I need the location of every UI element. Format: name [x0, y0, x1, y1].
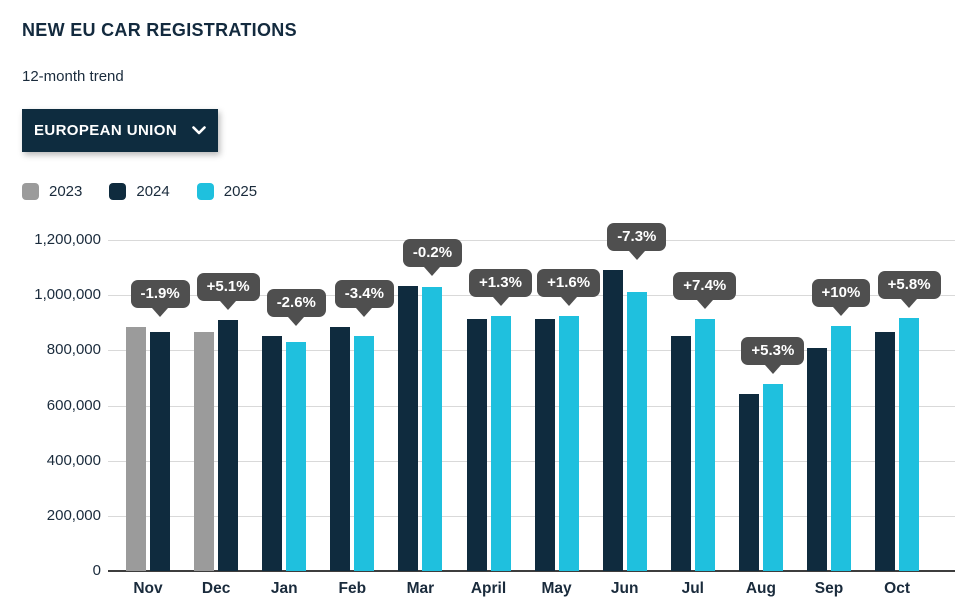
legend-label-2025: 2025: [223, 183, 258, 200]
y-gridline: [108, 515, 955, 517]
region-selector-dropdown[interactable]: EUROPEAN UNION: [22, 109, 218, 152]
y-gridline: [108, 350, 955, 352]
x-label-jun: Jun: [610, 580, 639, 597]
bar-2024-jun[interactable]: [602, 270, 623, 571]
y-tick-label: 0: [92, 562, 101, 579]
bar-2025-mar[interactable]: [422, 286, 443, 571]
tooltip-tail: [628, 251, 645, 261]
x-axis-line: [108, 570, 955, 572]
y-gridline: [108, 405, 955, 407]
tooltip-tail: [220, 300, 237, 310]
x-label-mar: Mar: [406, 580, 435, 597]
bar-2024-oct[interactable]: [875, 332, 896, 571]
x-label-feb: Feb: [338, 580, 367, 597]
y-tick-label: 800,000: [46, 341, 101, 359]
bar-2025-feb[interactable]: [354, 335, 375, 571]
y-gridline: [108, 240, 955, 241]
change-tooltip-oct: +5.8%: [877, 271, 941, 309]
bar-2025-april[interactable]: [490, 315, 511, 571]
change-tooltip-nov: -1.9%: [130, 279, 190, 317]
legend-swatch-2024: [109, 183, 127, 200]
tooltip-tail: [152, 307, 168, 317]
legend-label-2023: 2023: [49, 183, 83, 200]
tooltip-tail: [833, 306, 849, 316]
change-tooltip-sep: +10%: [811, 278, 871, 316]
y-tick-label: 1,200,000: [34, 231, 101, 248]
tooltip-tail: [288, 317, 305, 327]
x-label-aug: Aug: [745, 580, 776, 597]
bar-2024-dec[interactable]: [218, 319, 239, 571]
bar-2025-aug[interactable]: [762, 383, 783, 571]
change-tooltip-feb: -3.4%: [334, 280, 394, 318]
bar-2024-april[interactable]: [466, 318, 487, 571]
bar-2023-dec[interactable]: [194, 332, 215, 571]
page-title: NEW EU CAR REGISTRATIONS: [22, 20, 297, 40]
bar-2024-jul[interactable]: [670, 335, 691, 571]
bar-2024-aug[interactable]: [738, 393, 759, 571]
legend-label-2024: 2024: [136, 183, 170, 200]
change-tooltip-may: +1.6%: [537, 268, 601, 306]
bar-2025-sep[interactable]: [831, 325, 851, 571]
tooltip-tail: [764, 364, 781, 374]
change-tooltip-jan: -2.6%: [266, 289, 326, 327]
change-tooltip-jun: -7.3%: [607, 223, 667, 261]
change-tooltip-mar: -0.2%: [402, 239, 463, 277]
chart-legend: 2023 2024 2025: [22, 183, 257, 200]
bar-2024-sep[interactable]: [807, 348, 827, 571]
legend-swatch-2025: [196, 183, 214, 200]
bar-2024-may[interactable]: [534, 319, 555, 571]
tooltip-tail: [424, 267, 441, 277]
x-label-may: May: [541, 580, 572, 597]
x-label-dec: Dec: [201, 580, 231, 597]
x-label-jul: Jul: [681, 580, 704, 597]
change-tooltip-dec: +5.1%: [196, 272, 260, 310]
tooltip-tail: [901, 299, 918, 309]
y-tick-label: 200,000: [46, 506, 101, 524]
legend-item-2024[interactable]: 2024: [109, 183, 170, 200]
bar-2025-oct[interactable]: [899, 318, 920, 571]
change-tooltip-jul: +7.4%: [673, 271, 737, 309]
change-tooltip-april: +1.3%: [469, 268, 532, 306]
bar-2024-nov[interactable]: [150, 331, 170, 571]
tooltip-tail: [492, 296, 509, 306]
x-label-jan: Jan: [270, 580, 298, 597]
bar-2024-mar[interactable]: [398, 286, 419, 571]
bar-2023-nov[interactable]: [126, 326, 146, 571]
y-tick-label: 400,000: [46, 451, 101, 469]
region-selector-label: EUROPEAN UNION: [33, 122, 178, 139]
tooltip-tail: [356, 308, 373, 318]
tooltip-tail: [560, 296, 577, 306]
x-label-sep: Sep: [814, 580, 844, 597]
bar-2024-jan[interactable]: [262, 336, 283, 571]
y-gridline: [108, 295, 955, 297]
chart-subtitle: 12-month trend: [22, 68, 124, 85]
change-tooltip-aug: +5.3%: [741, 336, 805, 374]
y-gridline: [108, 460, 955, 462]
x-label-april: April: [470, 580, 507, 597]
y-tick-label: 600,000: [46, 396, 101, 414]
bar-2025-may[interactable]: [558, 315, 579, 571]
bar-2025-jul[interactable]: [694, 318, 715, 571]
x-label-nov: Nov: [133, 580, 163, 597]
bar-2025-jan[interactable]: [286, 342, 307, 571]
x-label-oct: Oct: [884, 580, 911, 597]
chevron-down-icon: [192, 126, 206, 135]
bar-2025-jun[interactable]: [626, 292, 647, 571]
y-tick-label: 1,000,000: [34, 286, 101, 304]
legend-swatch-2023: [22, 183, 39, 200]
legend-item-2023[interactable]: 2023: [22, 183, 82, 200]
bar-2024-feb[interactable]: [330, 327, 351, 571]
tooltip-tail: [696, 299, 713, 309]
legend-item-2025[interactable]: 2025: [196, 183, 258, 200]
